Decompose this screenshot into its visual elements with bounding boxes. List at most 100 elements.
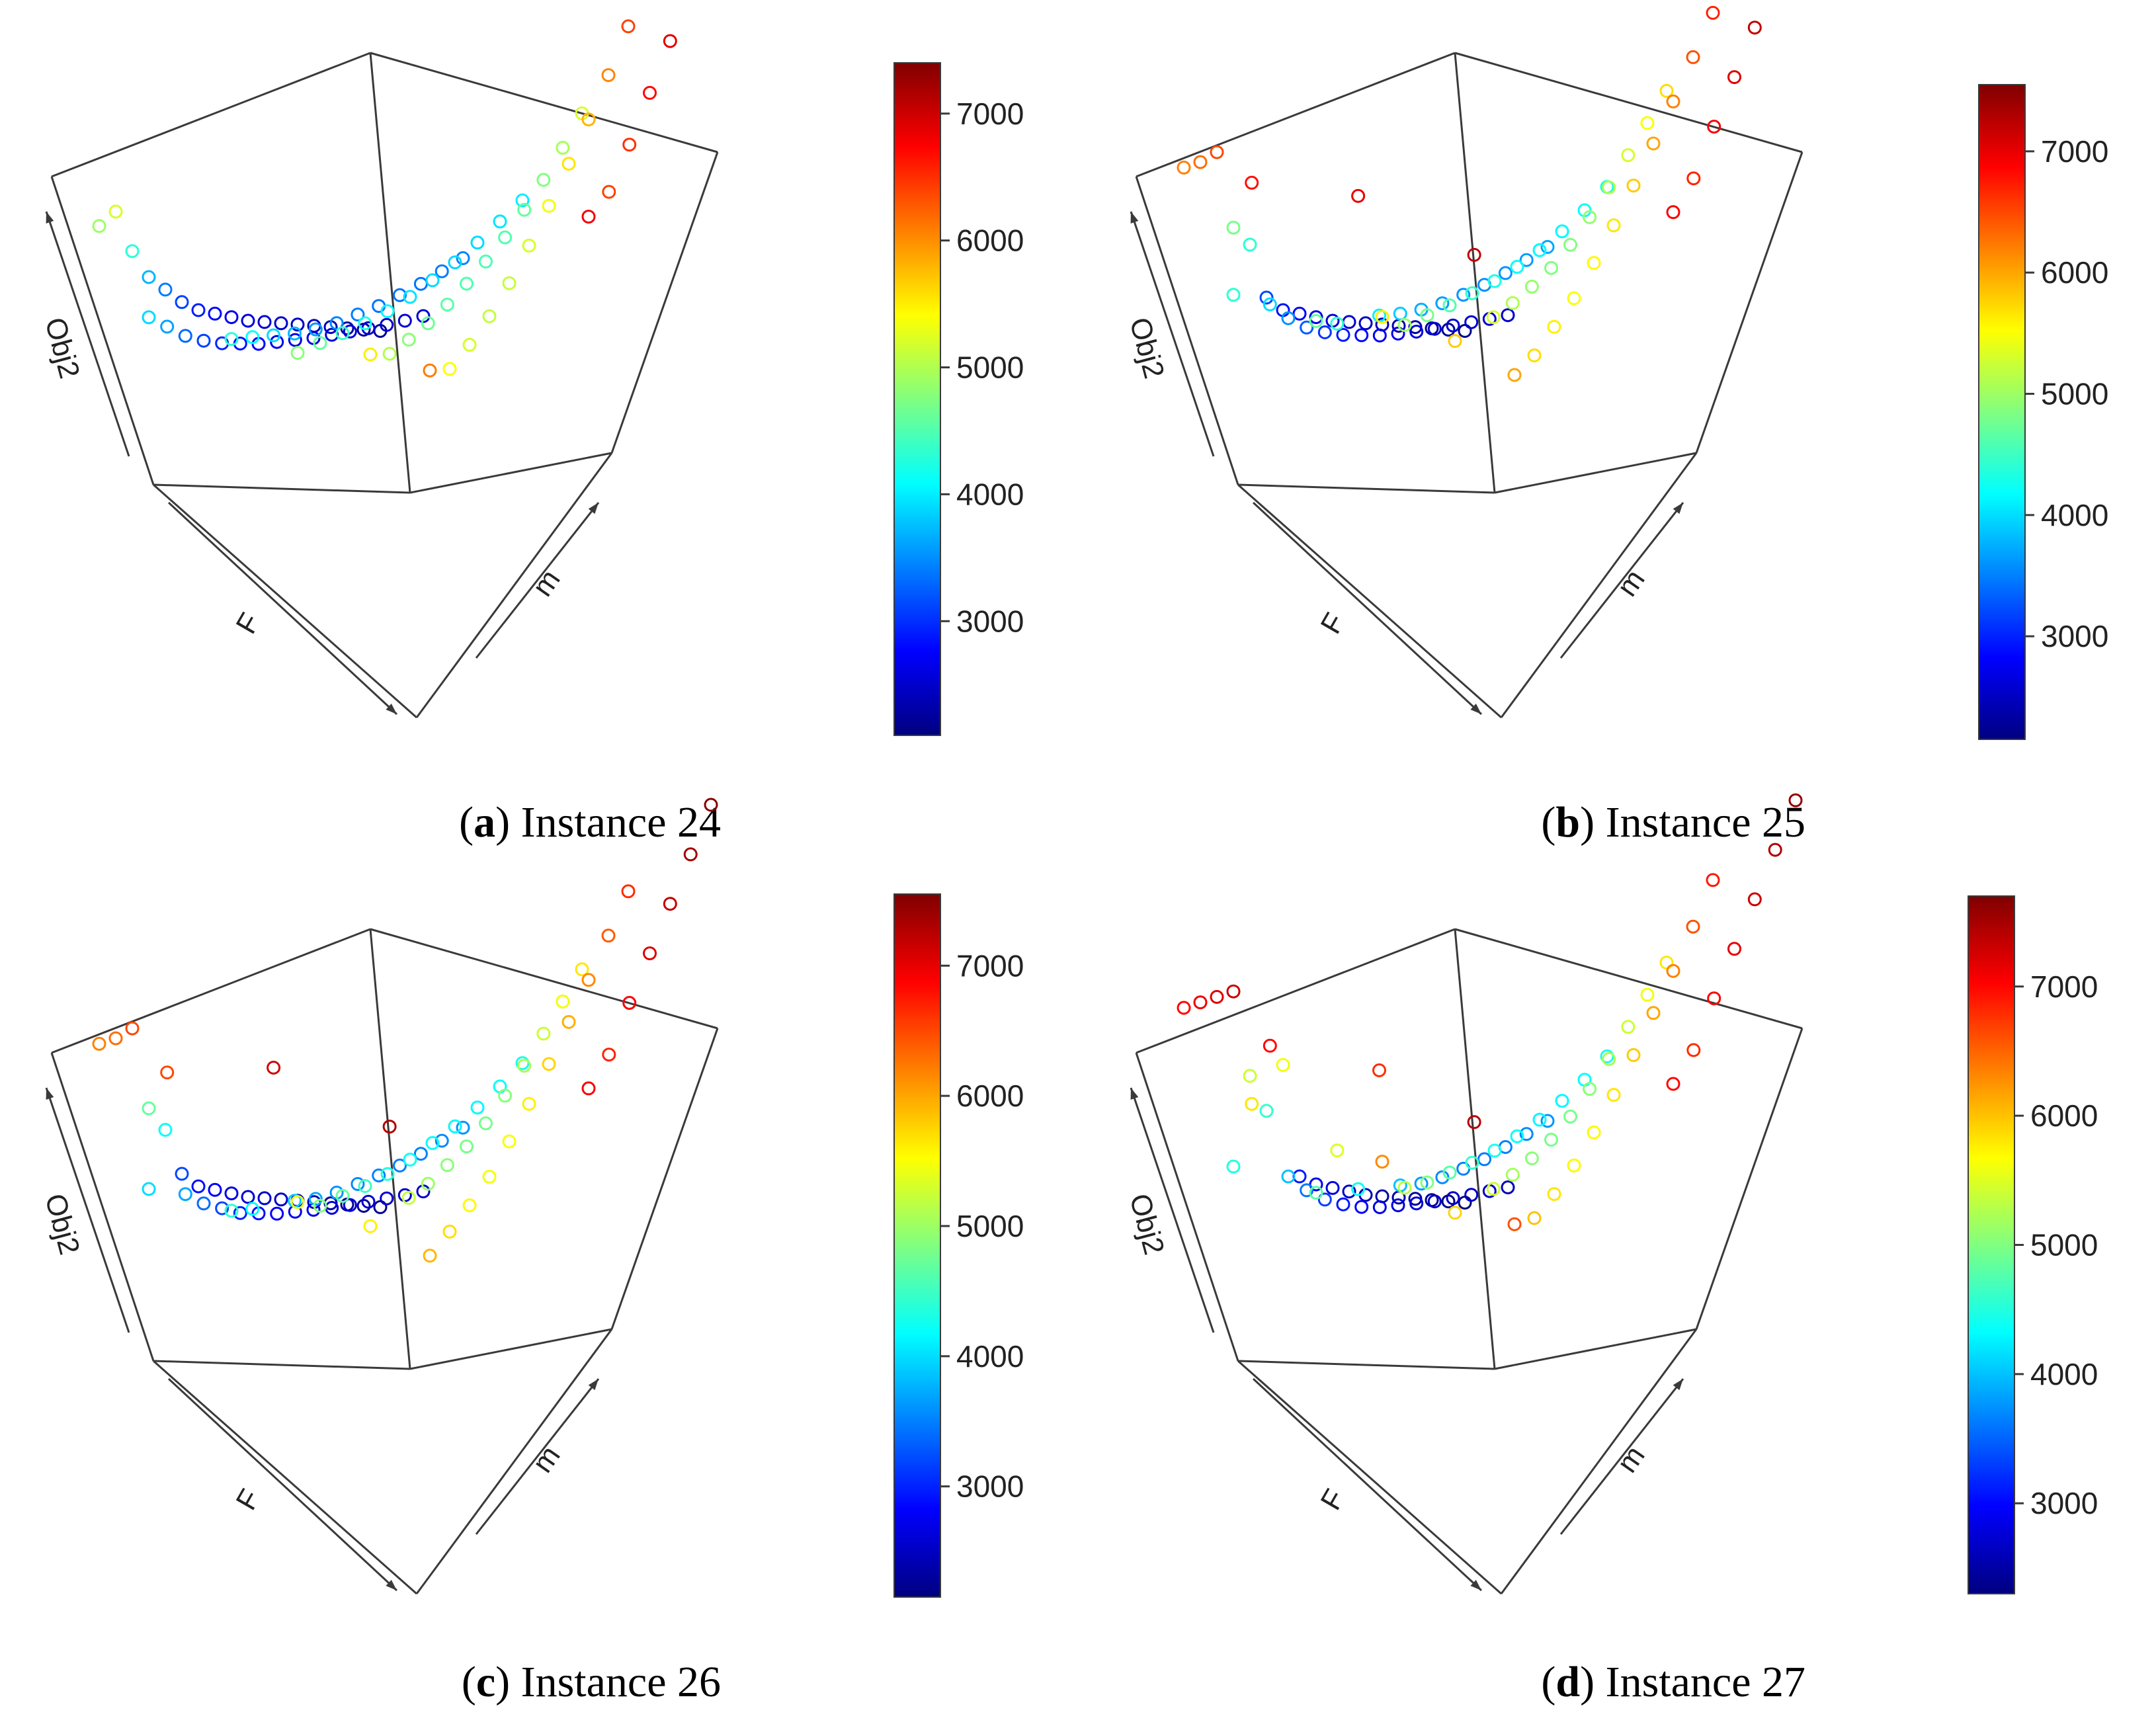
data-point <box>1276 1057 1290 1072</box>
colorbar-tick-label: 6000 <box>2041 255 2108 290</box>
y-axis-arrow-head <box>1673 1379 1683 1391</box>
x-axis-label: F <box>1315 1484 1352 1516</box>
data-point <box>421 1176 435 1191</box>
data-point <box>1747 21 1762 35</box>
colorbar-tick-label: 7000 <box>2041 134 2108 169</box>
data-point <box>1420 1175 1434 1190</box>
data-point <box>308 322 323 337</box>
data-point <box>517 202 532 217</box>
box-edge-top-right <box>1454 928 1803 1030</box>
data-point <box>602 1048 616 1062</box>
data-point <box>224 1186 239 1201</box>
data-point <box>1354 328 1369 343</box>
data-point <box>1325 1180 1340 1195</box>
data-point <box>1583 1082 1597 1096</box>
colorbar-tick-label: 4000 <box>956 1339 1024 1374</box>
x-axis-arrow-head <box>1470 703 1481 714</box>
data-point <box>267 328 281 343</box>
data-point <box>1686 171 1701 186</box>
box-edge-floor-left <box>1237 1360 1495 1370</box>
data-point <box>435 1133 449 1148</box>
data-point <box>515 193 530 208</box>
data-point <box>460 1139 474 1154</box>
y-axis-arrow-head <box>588 503 599 514</box>
data-point <box>274 1192 288 1207</box>
data-point <box>1263 1038 1277 1053</box>
colorbar-tick-label: 5000 <box>2041 377 2108 411</box>
data-point <box>1245 175 1259 190</box>
data-point <box>1375 309 1389 324</box>
data-point <box>1788 793 1803 807</box>
data-point <box>1505 1167 1520 1182</box>
y-axis-arrow <box>1559 1378 1684 1535</box>
data-point <box>482 1169 497 1184</box>
data-point <box>1527 348 1542 362</box>
data-point <box>245 330 260 345</box>
data-point <box>401 1190 416 1205</box>
data-point <box>1456 288 1471 302</box>
data-point <box>142 270 156 284</box>
data-point <box>423 1249 437 1263</box>
data-point <box>1727 70 1741 85</box>
colorbar-tick-label: 3000 <box>2030 1486 2098 1520</box>
data-point <box>196 333 211 348</box>
data-point <box>1317 325 1332 339</box>
data-point <box>403 1153 417 1167</box>
data-point <box>1524 1151 1539 1166</box>
data-point <box>462 1198 477 1213</box>
data-point <box>125 244 140 259</box>
data-point <box>1567 1158 1581 1172</box>
x-axis-arrow <box>1252 501 1483 716</box>
panel-a: Obj2 Fm 3000 4000 5000 6000 7000 (a) Instance 2… <box>38 19 1024 846</box>
colorbar <box>893 893 941 1598</box>
data-point <box>290 1195 305 1210</box>
data-point <box>456 251 470 265</box>
data-point <box>1342 315 1356 329</box>
data-point <box>1226 984 1241 999</box>
box-edge-front-left <box>153 1360 417 1595</box>
z-axis-arrow <box>45 1087 130 1333</box>
y-axis-label: m <box>1611 1440 1651 1479</box>
data-point <box>224 332 239 347</box>
box-edge-back-vertical <box>369 928 411 1370</box>
data-point <box>1640 116 1655 130</box>
colorbar <box>1978 84 2026 740</box>
data-point <box>1602 180 1616 194</box>
data-point <box>440 1158 454 1172</box>
data-point <box>343 324 357 339</box>
box-edge-right-vertical <box>1695 151 1804 454</box>
data-point <box>1686 1043 1701 1057</box>
data-point <box>1602 1051 1616 1066</box>
data-point <box>224 1204 239 1218</box>
box-edge-back-vertical <box>369 52 411 493</box>
colorbar-tick-label: 3000 <box>956 1469 1024 1504</box>
data-point <box>542 1057 556 1071</box>
box-edge-front-right <box>1500 452 1698 718</box>
data-point <box>1747 892 1762 907</box>
data-point <box>241 1190 255 1204</box>
data-point <box>413 276 428 291</box>
data-point <box>175 295 189 309</box>
data-point <box>1330 316 1345 331</box>
panel-caption: (c) Instance 26 <box>462 1658 721 1706</box>
panel-caption: (a) Instance 24 <box>459 798 721 846</box>
data-point <box>1309 1186 1323 1200</box>
data-point <box>356 1199 371 1213</box>
data-point <box>1446 318 1460 333</box>
data-point <box>536 173 551 187</box>
data-point <box>274 316 288 331</box>
data-point <box>1587 256 1601 270</box>
data-point <box>622 138 637 152</box>
data-point <box>536 1026 551 1041</box>
data-point <box>125 1021 140 1036</box>
data-point <box>267 1061 281 1075</box>
colorbar-tick-label: 6000 <box>956 224 1024 258</box>
box-edge-back-vertical <box>1454 52 1496 493</box>
data-point <box>502 276 517 290</box>
y-axis-arrow <box>475 1378 600 1535</box>
data-point <box>1458 323 1472 338</box>
data-point <box>142 1182 156 1196</box>
data-point <box>1292 1169 1307 1184</box>
data-point <box>1487 274 1502 288</box>
